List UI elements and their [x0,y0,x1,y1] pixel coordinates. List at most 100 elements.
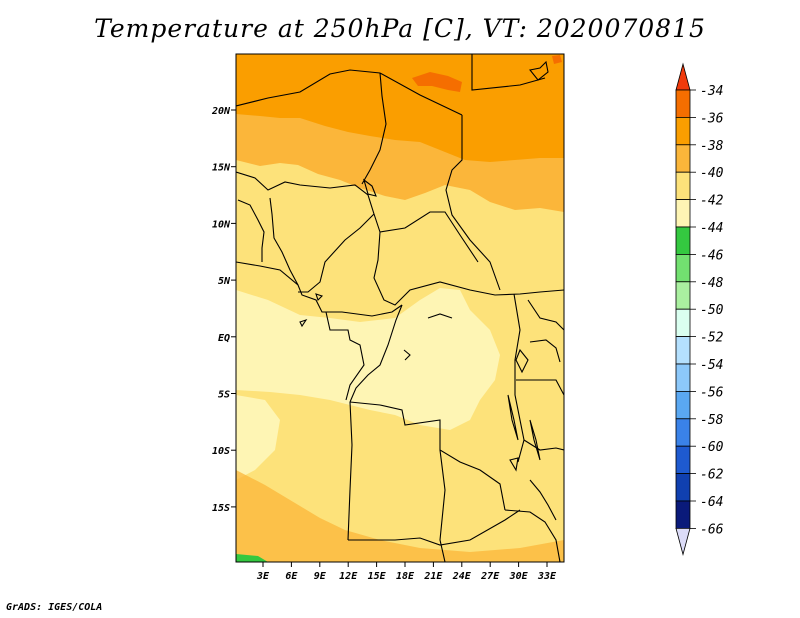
field-band-34-2 [552,55,562,64]
border-line [347,401,353,541]
map-frame [235,53,565,563]
lon-tick-label: 6E [285,571,298,582]
colorbar-top-arrow [675,62,691,91]
colorbar-swatch [675,500,691,529]
lat-tick-label: 20N [211,106,231,117]
longitude-axis: 3E 6E 9E 12E 15E 18E 21E 24E 27E 30E 33E [256,562,557,582]
border-line [236,261,403,317]
colorbar-swatch [675,418,691,447]
lat-tick-label: EQ [218,333,230,344]
lon-tick-label: 15E [368,571,387,582]
colorbar-swatch [675,171,691,200]
border-line [299,318,308,328]
colorbar-label: -54 [700,358,723,373]
colorbar-swatch [675,89,691,118]
colorbar-swatch [675,336,691,365]
lon-tick-label: 3E [256,571,270,582]
colorbar-label: -42 [700,194,724,209]
lat-tick-label: 15S [212,503,230,514]
border-line [515,348,529,374]
field-pale-zone-2 [236,395,280,480]
border-line [349,304,403,403]
lon-tick-label: 33E [537,571,557,582]
border-line [236,69,463,116]
border-line [504,509,561,562]
border-line [348,509,521,546]
field-band-34 [412,72,462,92]
border-line [361,72,387,185]
lat-tick-label: 10N [212,219,231,230]
border-line [529,419,541,461]
border-line [269,197,299,286]
colorbar-label: -60 [700,440,724,455]
colorbar-swatch [675,363,691,392]
border-line [379,211,479,263]
colorbar-swatch [675,473,691,502]
border-line [427,313,453,319]
lat-tick-label: 5N [218,276,231,287]
map-borders [236,54,564,562]
border-line [445,115,501,291]
colorbar-swatch [675,281,691,310]
lat-tick-label: 5S [218,390,230,401]
colorbar-swatch [675,253,691,283]
border-line [325,311,365,401]
colorbar-label: -66 [700,522,724,537]
colorbar: -34 -36 -38 -40 -42 -44 -46 -48 -50 -52 -54 -56 -58 -… [675,62,724,556]
colorbar-label: -46 [700,248,724,263]
colorbar-swatch [675,308,691,338]
colorbar-label: -44 [700,221,723,236]
border-line [529,479,557,521]
lon-tick-label: 18E [396,571,415,582]
border-line [403,349,411,361]
border-line [236,171,381,233]
border-line [529,60,549,81]
border-line [373,231,564,306]
lon-tick-label: 27E [480,571,500,582]
colorbar-label: -58 [700,413,724,428]
colorbar-label: -36 [700,111,724,126]
lon-tick-label: 12E [339,571,358,582]
temperature-field [236,54,564,562]
border-line [529,339,561,363]
colorbar-swatch [675,226,691,255]
colorbar-swatch [675,445,691,475]
colorbar-label: -62 [700,468,724,483]
latitude-axis: 20N 15N 10N 5N EQ 5S 10S 15S [211,106,236,514]
lon-tick-label: 24E [452,571,472,582]
border-line [315,293,324,302]
credit-label: GrADS: IGES/COLA [6,602,103,613]
colorbar-label: -50 [700,303,724,318]
map-title: Temperature at 250hPa [C], VT: 202007081… [94,14,706,43]
border-line [527,299,564,331]
border-line [298,213,375,293]
colorbar-swatch [675,390,691,420]
field-pale-zone [236,288,500,430]
colorbar-label: -48 [700,276,724,291]
lon-tick-label: 30E [509,571,529,582]
colorbar-swatch [675,144,691,173]
lat-tick-label: 10S [212,446,230,457]
lon-tick-label: 9E [314,571,327,582]
border-line [471,54,546,91]
colorbar-label: -52 [700,331,724,346]
field-green-corner [236,554,268,562]
colorbar-label: -64 [700,495,723,510]
colorbar-label: -34 [700,84,723,99]
border-line [507,394,519,441]
border-line [363,178,377,197]
field-band-40-south [236,470,564,562]
lon-tick-label: 21E [423,571,443,582]
border-line [349,401,506,511]
colorbar-label: -40 [700,166,724,181]
lat-tick-label: 15N [212,163,231,174]
border-line [523,439,564,451]
border-line [516,379,564,396]
border-line [439,449,446,562]
border-line [237,199,265,262]
colorbar-bottom-arrow [675,528,691,556]
border-line [509,457,519,472]
colorbar-label: -56 [700,385,724,400]
colorbar-swatch [675,199,691,228]
